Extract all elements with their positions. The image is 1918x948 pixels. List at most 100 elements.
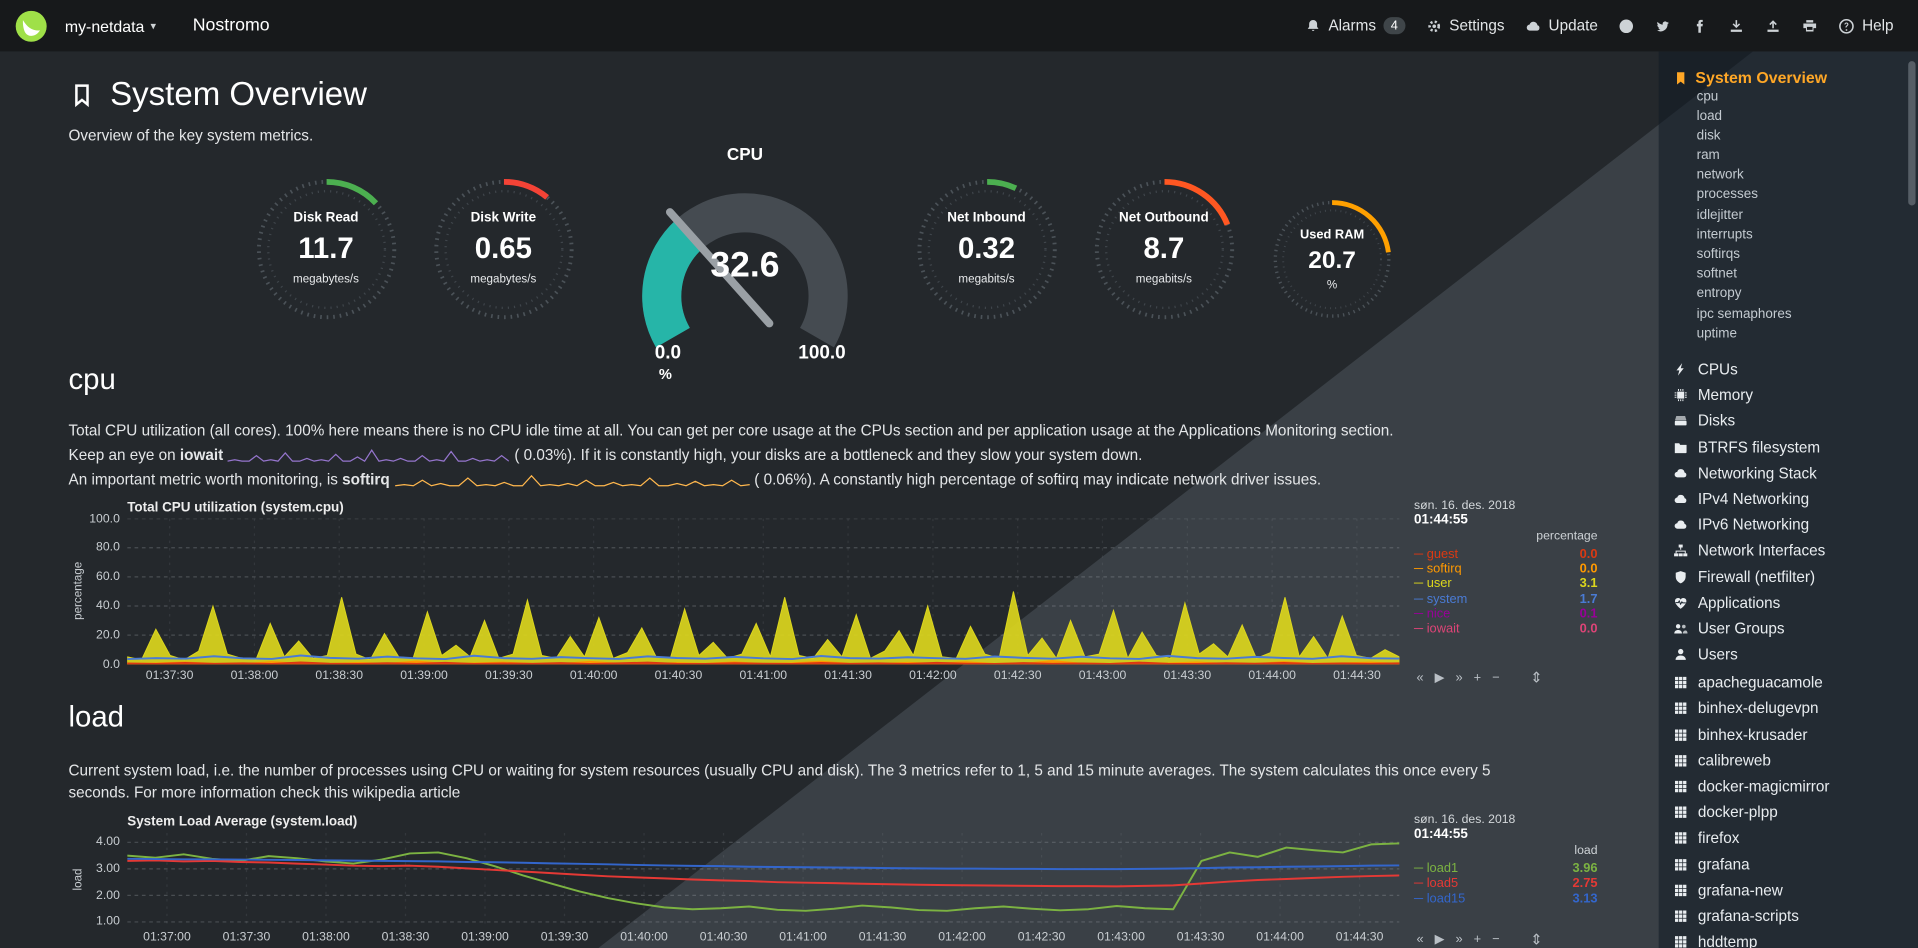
sidebar-item-hddtemp[interactable]: hddtemp (1673, 929, 1918, 948)
sidebar-item-label: User Groups (1697, 620, 1785, 638)
chart-play-button[interactable]: ▶ (1434, 931, 1445, 947)
legend-item-user[interactable]: ─ user 3.1 (1414, 576, 1597, 591)
sidebar-subitem-load[interactable]: load (1696, 108, 1723, 124)
sidebar-item-binhex-delugevpn[interactable]: binhex-delugevpn (1673, 696, 1918, 722)
nav-item-settings[interactable]: Settings (1426, 17, 1505, 34)
bolt-icon (1676, 363, 1684, 376)
sidebar-subitem-softirqs[interactable]: softirqs (1696, 247, 1740, 262)
sidebar-item-grafana-scripts[interactable]: grafana-scripts (1673, 903, 1918, 929)
legend-item-system[interactable]: ─ system 1.7 (1414, 592, 1597, 607)
nav-item-help[interactable]: Help (1839, 17, 1894, 34)
section-heading-cpu: cpu (68, 363, 116, 397)
upload-icon (1767, 19, 1779, 32)
sidebar-subitem-cpu[interactable]: cpu (1696, 88, 1719, 104)
nav-item-github[interactable] (1619, 18, 1635, 34)
chart-pan-forward-button[interactable]: » (1455, 669, 1463, 685)
sidebar-item-applications[interactable]: Applications (1673, 590, 1918, 616)
sidebar-item-disks[interactable]: Disks (1673, 408, 1918, 434)
chart-pan-backward-button[interactable]: « (1416, 669, 1424, 685)
sidebar-item-apacheguacamole[interactable]: apacheguacamole (1673, 670, 1918, 696)
hostname[interactable]: Nostromo (192, 15, 270, 36)
sidebar-subitem-idlejitter[interactable]: idlejitter (1696, 207, 1743, 223)
brand-label: my-netdata (64, 16, 145, 35)
legend-item-nice[interactable]: ─ nice 0.1 (1414, 607, 1597, 622)
chart-resize-handle[interactable]: ⇕ (1530, 668, 1543, 686)
sidebar-item-btrfs-filesystem[interactable]: BTRFS filesystem (1673, 434, 1918, 460)
sidebar-subitem-entropy[interactable]: entropy (1696, 286, 1742, 302)
netdata-logo[interactable] (15, 9, 48, 42)
legend-units: percentage (1536, 529, 1598, 543)
nav-item-alarms[interactable]: Alarms 4 (1305, 17, 1406, 35)
nav-item-facebook[interactable] (1692, 18, 1708, 34)
sidebar-subitem-ram[interactable]: ram (1696, 148, 1720, 163)
x-tick-label: 01:41:00 (739, 668, 788, 682)
sidebar-subitem-uptime[interactable]: uptime (1696, 326, 1737, 341)
gauge-disk-write[interactable]: Disk Write 0.65 megabytes/s (415, 164, 592, 360)
sidebar-item-docker-plpp[interactable]: docker-plpp (1673, 800, 1918, 826)
wikipedia-link[interactable]: this wikipedia article (324, 783, 461, 801)
chart-title: Total CPU utilization (system.cpu) (127, 499, 344, 515)
sidebar-subitem-interrupts[interactable]: interrupts (1696, 227, 1753, 242)
sidebar-subitem-softnet[interactable]: softnet (1696, 266, 1737, 282)
chart-resize-handle[interactable]: ⇕ (1530, 930, 1543, 948)
sidebar-scrollbar[interactable] (1908, 61, 1916, 206)
sidebar-item-ipv6-networking[interactable]: IPv6 Networking (1673, 512, 1918, 538)
gauge-disk-read[interactable]: Disk Read 11.7 megabytes/s (237, 164, 414, 360)
sidebar-item-calibreweb[interactable]: calibreweb (1673, 748, 1918, 774)
sidebar-item-network-interfaces[interactable]: Network Interfaces (1673, 538, 1918, 564)
netdata-logo-icon (15, 10, 47, 42)
chart-plot-load[interactable] (127, 832, 1400, 926)
sidebar-subitem-disk[interactable]: disk (1696, 128, 1721, 143)
chart-pan-backward-button[interactable]: « (1416, 931, 1424, 947)
cloud-icon (1674, 468, 1687, 478)
chart-pan-forward-button[interactable]: » (1455, 931, 1463, 947)
legend-time: 01:44:55 (1414, 826, 1468, 842)
sidebar-subitem-processes[interactable]: processes (1696, 187, 1758, 203)
nav-item-export-snapshot[interactable] (1729, 18, 1745, 34)
sidebar-item-firefox[interactable]: firefox (1673, 825, 1918, 851)
sidebar-item-grafana-new[interactable]: grafana-new (1673, 877, 1918, 903)
sidebar-item-ipv4-networking[interactable]: IPv4 Networking (1673, 486, 1918, 512)
sidebar-item-cpus[interactable]: CPUs (1673, 356, 1918, 382)
chart-plot-cpu[interactable] (127, 518, 1400, 664)
my-netdata-menu[interactable]: my-netdata ▾ (65, 17, 156, 35)
sidebar-item-firewall-netfilter[interactable]: Firewall (netfilter) (1673, 564, 1918, 590)
legend-item-load15[interactable]: ─ load15 3.13 (1414, 891, 1597, 906)
gauge-net-inbound[interactable]: Net Inbound 0.32 megabits/s (898, 164, 1075, 360)
softirq-sparkline[interactable] (394, 473, 750, 489)
legend-item-load1[interactable]: ─ load1 3.96 (1414, 861, 1597, 876)
chart-zoom-out-button[interactable]: − (1492, 669, 1500, 685)
sidebar-subitem-network[interactable]: network (1696, 167, 1744, 183)
chart-zoom-out-button[interactable]: − (1492, 931, 1500, 947)
grid-icon (1675, 703, 1687, 715)
sidebar-subitem-ipc-semaphores[interactable]: ipc semaphores (1696, 306, 1792, 322)
gauge-net-outbound[interactable]: Net Outbound 8.7 megabits/s (1075, 164, 1252, 360)
legend-value: 3.96 (1572, 860, 1598, 876)
legend-item-softirq[interactable]: ─ softirq 0.0 (1414, 561, 1597, 576)
sidebar-item-grafana[interactable]: grafana (1673, 851, 1918, 877)
legend-item-load5[interactable]: ─ load5 2.75 (1414, 876, 1597, 891)
chart-zoom-in-button[interactable]: + (1473, 669, 1482, 685)
iowait-sparkline[interactable] (227, 448, 510, 464)
sidebar-item-user-groups[interactable]: User Groups (1673, 616, 1918, 642)
gauge-used-ram[interactable]: Used RAM 20.7 % (1253, 164, 1412, 360)
sidebar-item-users[interactable]: Users (1673, 642, 1918, 668)
sidebar-item-binhex-krusader[interactable]: binhex-krusader (1673, 722, 1918, 748)
nav-item-twitter[interactable] (1655, 18, 1671, 34)
gauge-unit: megabytes/s (293, 272, 359, 287)
x-tick-label: 01:42:30 (993, 668, 1042, 682)
legend-item-iowait[interactable]: ─ iowait 0.0 (1414, 622, 1597, 637)
chart-play-button[interactable]: ▶ (1434, 669, 1445, 685)
nav-item-import-snapshot[interactable] (1765, 18, 1781, 34)
nav-item-print[interactable] (1802, 18, 1818, 34)
chart-zoom-in-button[interactable]: + (1473, 931, 1482, 947)
nav-item-update[interactable]: Update (1525, 17, 1598, 34)
sidebar-item-memory[interactable]: Memory (1673, 382, 1918, 408)
legend-item-guest[interactable]: ─ guest 0.0 (1414, 546, 1597, 561)
y-tick-label: 3.00 (96, 862, 120, 876)
sidebar-sections: CPUs Memory Disks BTRFS filesystem Networkin… (1673, 356, 1918, 667)
sidebar-item-networking-stack[interactable]: Networking Stack (1673, 460, 1918, 486)
sidebar-item-system-overview[interactable]: System Overview (1673, 68, 1918, 87)
sidebar-item-docker-magicmirror[interactable]: docker-magicmirror (1673, 774, 1918, 800)
gauge-cpu[interactable]: CPU 32.6 0.0 100.0 % (592, 144, 898, 383)
